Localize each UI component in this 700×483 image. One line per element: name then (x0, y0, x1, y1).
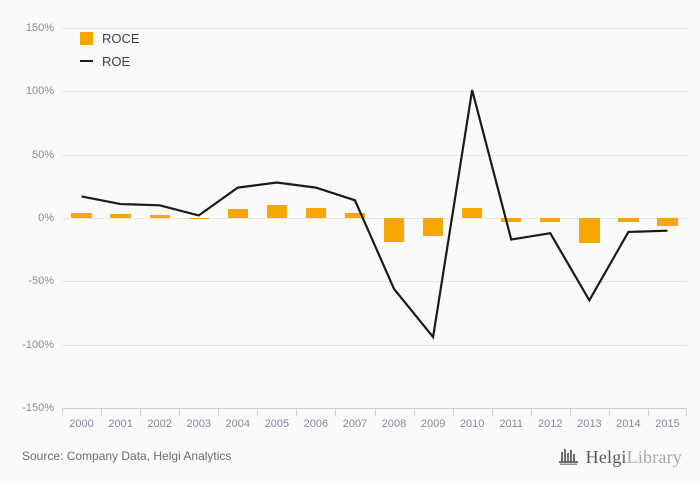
legend-item-roce[interactable]: ROCE (80, 28, 140, 48)
x-axis-tick (491, 409, 493, 416)
source-text: Source: Company Data, Helgi Analytics (22, 449, 232, 463)
brand-logo[interactable]: HelgiLibrary (558, 445, 682, 469)
bar[interactable] (110, 214, 131, 218)
x-axis-tick-label: 2008 (381, 418, 407, 430)
y-axis-tick-label: 100% (25, 85, 54, 98)
bar[interactable] (540, 218, 561, 222)
brand-name-secondary: Library (626, 446, 682, 467)
x-axis-tick-label: 2002 (147, 418, 172, 430)
x-axis-tick-label: 2009 (420, 418, 446, 430)
bar[interactable] (71, 212, 92, 218)
bar[interactable] (227, 209, 248, 218)
x-axis-tick-label: 2007 (342, 418, 368, 430)
x-axis-tick (101, 409, 103, 416)
legend-swatch-icon (80, 31, 93, 45)
x-axis-tick (179, 409, 181, 416)
x-axis-tick (140, 409, 142, 416)
x-axis-tick-label: 2003 (186, 418, 211, 430)
legend-label-roe: ROE (102, 53, 131, 69)
x-axis-tick (374, 409, 376, 416)
y-axis-tick-label: 150% (25, 22, 54, 34)
x-axis-tick-label: 2004 (225, 418, 251, 430)
bar[interactable] (344, 212, 366, 218)
bar[interactable] (188, 218, 209, 219)
x-axis-tick (218, 409, 220, 416)
x-axis-tick-label: 2011 (499, 418, 524, 430)
gridline (62, 281, 687, 283)
x-axis-tick (569, 409, 571, 416)
gridline (62, 91, 687, 93)
x-axis-tick (62, 409, 63, 416)
x-axis-tick-label: 2010 (459, 418, 485, 430)
x-axis-tick-label: 2005 (264, 418, 290, 430)
x-axis-tick (530, 409, 532, 416)
legend-line-icon (80, 60, 93, 62)
x-axis-tick-label: 2012 (538, 418, 563, 430)
y-axis-tick-label: -100% (22, 338, 54, 351)
bar[interactable] (383, 218, 405, 243)
x-axis-tick-label: 2015 (655, 418, 680, 430)
gridline (62, 218, 687, 219)
x-axis-tick (647, 409, 649, 416)
helgi-library-logo-icon (558, 449, 578, 465)
gridline (62, 344, 687, 346)
gridline (62, 154, 687, 156)
bar[interactable] (618, 218, 639, 222)
x-axis-tick (296, 409, 298, 416)
y-axis-tick-label: -50% (28, 275, 54, 288)
line-series-roe (62, 28, 687, 408)
chart-legend: ROCE ROE (80, 28, 140, 74)
x-axis-tick (257, 409, 259, 416)
x-axis: 2000 2001 2002 2003 2004 2005 2006 2007 2008 2009… (62, 408, 687, 434)
y-axis-tick-label: 50% (31, 148, 54, 161)
gridline (62, 28, 687, 29)
bar[interactable] (579, 218, 600, 244)
bar-series-roce (62, 28, 687, 408)
bar[interactable] (305, 207, 327, 218)
bar[interactable] (422, 218, 444, 236)
x-axis-tick (452, 409, 454, 416)
legend-label-roce: ROCE (102, 30, 140, 46)
y-axis-tick-label: -150% (22, 402, 54, 414)
x-axis-tick-label: 2013 (577, 418, 602, 430)
legend-item-roe[interactable]: ROE (80, 51, 140, 71)
chart-footer: Source: Company Data, Helgi Analytics He… (0, 435, 700, 483)
x-axis-tick (608, 409, 610, 416)
x-axis-tick (413, 409, 415, 416)
plot-area (62, 28, 687, 409)
bar[interactable] (462, 207, 483, 218)
x-axis-tick-label: 2014 (616, 418, 641, 430)
x-axis-tick-label: 2000 (69, 418, 94, 430)
x-axis-tick (686, 409, 687, 416)
bar[interactable] (149, 215, 170, 218)
y-axis-tick-label: 0% (38, 212, 54, 224)
bar[interactable] (266, 205, 287, 218)
bar[interactable] (657, 218, 678, 226)
x-axis-tick-label: 2006 (303, 418, 329, 430)
x-axis-tick (335, 409, 337, 416)
brand-name-primary: Helgi (585, 446, 627, 467)
x-axis-tick-label: 2001 (108, 418, 133, 430)
bar[interactable] (501, 218, 522, 222)
